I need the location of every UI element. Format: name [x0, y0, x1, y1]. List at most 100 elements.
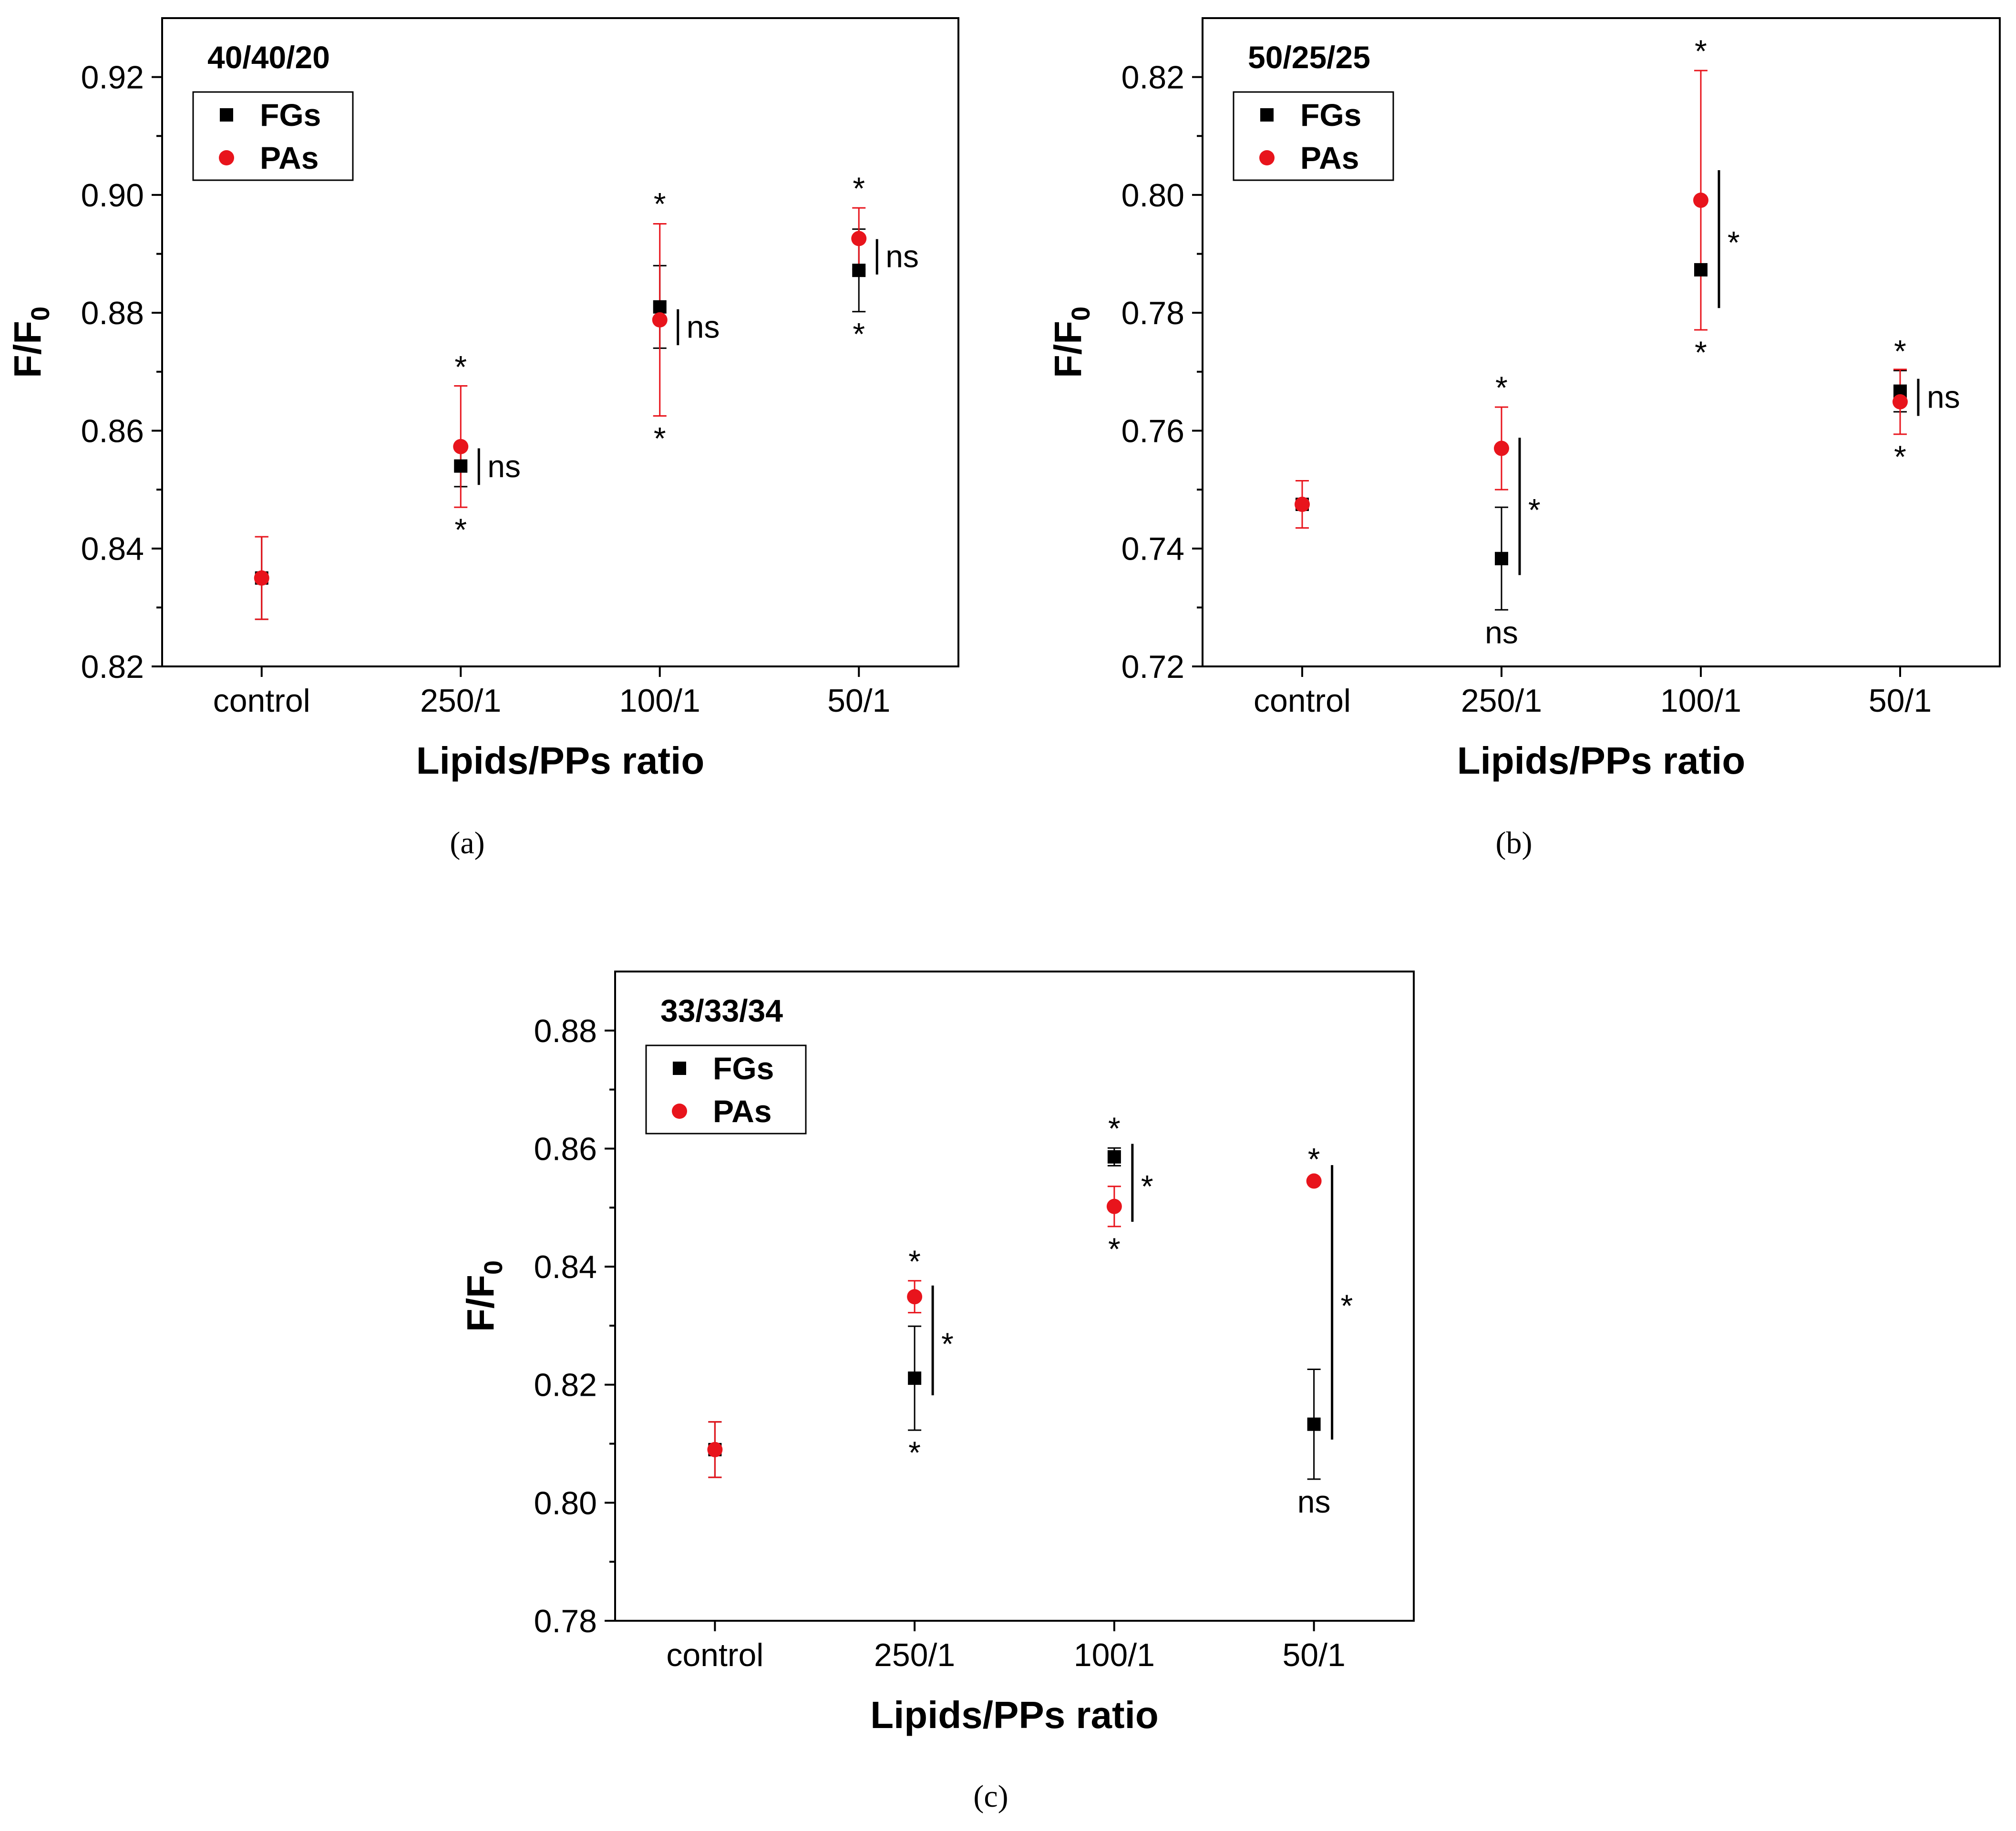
significance-label: * — [908, 1244, 921, 1279]
x-tick-label: 250/1 — [420, 683, 501, 719]
legend-label: PAs — [713, 1094, 772, 1129]
y-tick-label: 0.90 — [81, 177, 144, 214]
legend-marker-circle — [1259, 150, 1275, 165]
y-axis-title-subscript: 0 — [1067, 307, 1095, 321]
significance-label: ns — [1485, 614, 1518, 650]
y-axis-title-subscript: 0 — [479, 1260, 508, 1275]
data-point-circle — [1893, 394, 1908, 409]
comparison-label: ns — [885, 239, 919, 274]
panel-caption: (b) — [1496, 826, 1533, 860]
legend-marker-circle — [219, 150, 234, 165]
significance-label: * — [1894, 439, 1906, 474]
x-tick-label: 100/1 — [619, 683, 700, 719]
significance-label: * — [1894, 333, 1906, 368]
plot-frame — [614, 971, 1415, 1622]
data-point-circle — [907, 1289, 923, 1305]
data-point-circle — [707, 1442, 723, 1457]
significance-label: * — [908, 1435, 921, 1470]
comparison-label: ns — [487, 449, 521, 484]
data-point-circle — [1494, 440, 1509, 456]
y-tick-label: 0.82 — [534, 1367, 597, 1403]
y-axis-title: F/F0 — [1047, 307, 1095, 378]
comparison-label: * — [1728, 225, 1740, 260]
y-tick-label: 0.86 — [81, 413, 144, 449]
comparison-label: * — [1141, 1168, 1153, 1204]
panel-caption: (c) — [973, 1779, 1008, 1814]
data-point-circle — [652, 312, 668, 328]
data-point-circle — [1106, 1198, 1122, 1214]
data-point-circle — [254, 570, 269, 586]
data-point-square — [454, 459, 468, 473]
data-point-square — [1107, 1150, 1121, 1164]
significance-label: * — [853, 171, 865, 206]
plot-frame — [1202, 17, 2001, 667]
y-axis-title-main: F/F — [1047, 321, 1089, 378]
legend-label: PAs — [1300, 140, 1359, 175]
data-point-square — [653, 300, 667, 314]
data-point-circle — [1693, 193, 1708, 208]
y-axis-title-subscript: 0 — [26, 307, 55, 321]
y-axis-title: F/F0 — [6, 307, 55, 378]
comparison-label: * — [941, 1326, 954, 1361]
y-tick-label: 0.88 — [534, 1013, 597, 1049]
data-point-circle — [453, 439, 469, 454]
y-axis-title-main: F/F — [6, 321, 49, 378]
x-axis-title: Lipids/PPs ratio — [416, 739, 705, 782]
significance-label: ns — [1297, 1484, 1331, 1519]
legend-label: FGs — [260, 97, 321, 133]
x-tick-label: control — [666, 1637, 763, 1673]
x-tick-label: control — [1254, 683, 1351, 719]
legend-marker-square — [220, 108, 233, 122]
significance-label: * — [1108, 1111, 1121, 1146]
x-tick-label: 250/1 — [1461, 683, 1542, 719]
y-axis-title: F/F0 — [459, 1260, 508, 1332]
y-tick-label: 0.82 — [81, 649, 144, 685]
legend-label: FGs — [1300, 97, 1361, 133]
data-point-square — [1694, 263, 1707, 276]
significance-label: * — [1308, 1142, 1320, 1177]
chart-panel-a: 0.82 0.84 0.86 0.88 0.90 0.92 control 250/1 100/… — [6, 17, 959, 860]
comparison-label: * — [1528, 492, 1541, 527]
x-tick-label: 50/1 — [827, 683, 890, 719]
data-point-circle — [851, 231, 867, 246]
panel-title: 50/25/25 — [1248, 40, 1370, 75]
y-tick-label: 0.86 — [534, 1131, 597, 1167]
y-tick-label: 0.78 — [1121, 295, 1184, 331]
plot-frame — [161, 17, 959, 667]
comparison-label: ns — [1927, 379, 1960, 415]
y-tick-label: 0.80 — [1121, 177, 1184, 214]
panel-title: 40/40/20 — [207, 40, 330, 75]
significance-label: * — [1108, 1231, 1121, 1267]
legend-marker-circle — [672, 1104, 687, 1119]
y-tick-label: 0.84 — [81, 531, 144, 567]
x-tick-label: 100/1 — [1660, 683, 1741, 719]
significance-label: * — [454, 512, 467, 547]
significance-label: * — [654, 186, 666, 221]
y-tick-label: 0.76 — [1121, 413, 1184, 449]
data-point-square — [1307, 1417, 1321, 1431]
legend-label: FGs — [713, 1051, 774, 1086]
comparison-label: * — [1341, 1288, 1353, 1323]
legend-marker-square — [673, 1062, 686, 1075]
x-axis-title: Lipids/PPs ratio — [1457, 739, 1746, 782]
legend-box — [1233, 91, 1394, 181]
legend-box — [192, 91, 354, 181]
x-axis-title: Lipids/PPs ratio — [870, 1694, 1159, 1736]
y-tick-label: 0.72 — [1121, 649, 1184, 685]
y-tick-label: 0.92 — [81, 60, 144, 96]
data-point-circle — [1306, 1173, 1322, 1189]
panel-caption: (a) — [450, 826, 484, 860]
comparison-label: ns — [687, 309, 720, 344]
y-tick-label: 0.84 — [534, 1249, 597, 1285]
significance-label: * — [654, 421, 666, 456]
y-tick-label: 0.80 — [534, 1485, 597, 1521]
x-tick-label: 50/1 — [1282, 1637, 1345, 1673]
chart-panel-b: 0.72 0.74 0.76 0.78 0.80 0.82 control 250/1 100/… — [1047, 17, 2001, 860]
chart-panel-c: 0.78 0.80 0.82 0.84 0.86 0.88 control 250/1 100/… — [459, 971, 1415, 1814]
data-point-square — [1495, 552, 1508, 565]
y-tick-label: 0.74 — [1121, 531, 1184, 567]
data-point-circle — [1295, 497, 1310, 512]
significance-label: * — [1695, 335, 1707, 370]
legend-box — [645, 1044, 807, 1135]
